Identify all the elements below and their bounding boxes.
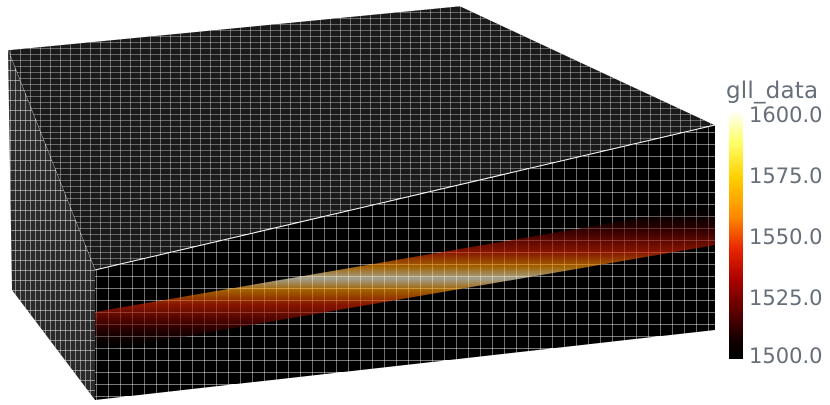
color-legend-tick: 1550.0 [749,225,823,249]
color-legend-tick: 1600.0 [749,103,823,127]
mesh-front-edge [94,124,716,271]
color-legend-tick: 1500.0 [749,344,823,368]
color-legend-tick: 1575.0 [749,164,823,188]
mesh-left-face [8,50,95,400]
color-legend-tick: 1525.0 [749,286,823,310]
color-legend-bar [729,113,743,359]
color-legend: gll_data 1600.0 1575.0 1550.0 1525.0 150… [724,78,830,378]
color-legend-title: gll_data [726,78,819,104]
